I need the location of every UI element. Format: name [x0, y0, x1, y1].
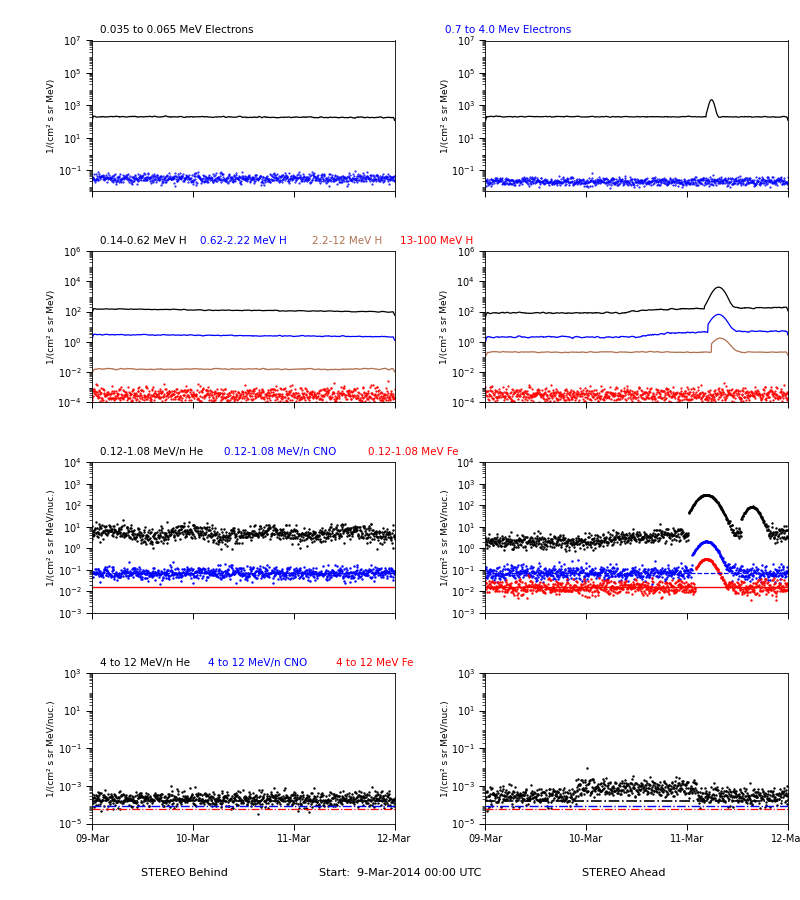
Text: 4 to 12 MeV Fe: 4 to 12 MeV Fe — [336, 658, 414, 668]
Text: 0.035 to 0.065 MeV Electrons: 0.035 to 0.065 MeV Electrons — [100, 25, 254, 35]
Y-axis label: 1/(cm² s sr MeV/nuc.): 1/(cm² s sr MeV/nuc.) — [47, 489, 56, 586]
Text: 0.12-1.08 MeV/n He: 0.12-1.08 MeV/n He — [100, 446, 203, 456]
Text: 13-100 MeV H: 13-100 MeV H — [400, 236, 474, 246]
Text: 4 to 12 MeV/n He: 4 to 12 MeV/n He — [100, 658, 190, 668]
Text: 0.14-0.62 MeV H: 0.14-0.62 MeV H — [100, 236, 186, 246]
Y-axis label: 1/(cm² s sr MeV): 1/(cm² s sr MeV) — [440, 290, 450, 364]
Y-axis label: 1/(cm² s sr MeV/nuc.): 1/(cm² s sr MeV/nuc.) — [441, 700, 450, 796]
Text: 0.12-1.08 MeV/n CNO: 0.12-1.08 MeV/n CNO — [224, 446, 336, 456]
Text: 2.2-12 MeV H: 2.2-12 MeV H — [312, 236, 382, 246]
Text: 0.12-1.08 MeV Fe: 0.12-1.08 MeV Fe — [368, 446, 458, 456]
Y-axis label: 1/(cm² s sr MeV/nuc.): 1/(cm² s sr MeV/nuc.) — [441, 489, 450, 586]
Text: 0.62-2.22 MeV H: 0.62-2.22 MeV H — [200, 236, 286, 246]
Text: STEREO Ahead: STEREO Ahead — [582, 868, 666, 878]
Y-axis label: 1/(cm² s sr MeV): 1/(cm² s sr MeV) — [441, 78, 450, 153]
Text: 0.7 to 4.0 Mev Electrons: 0.7 to 4.0 Mev Electrons — [446, 25, 572, 35]
Text: STEREO Behind: STEREO Behind — [141, 868, 227, 878]
Y-axis label: 1/(cm² s sr MeV): 1/(cm² s sr MeV) — [47, 290, 56, 364]
Y-axis label: 1/(cm² s sr MeV/nuc.): 1/(cm² s sr MeV/nuc.) — [47, 700, 56, 796]
Y-axis label: 1/(cm² s sr MeV): 1/(cm² s sr MeV) — [47, 78, 56, 153]
Text: 4 to 12 MeV/n CNO: 4 to 12 MeV/n CNO — [208, 658, 307, 668]
Text: Start:  9-Mar-2014 00:00 UTC: Start: 9-Mar-2014 00:00 UTC — [319, 868, 481, 878]
